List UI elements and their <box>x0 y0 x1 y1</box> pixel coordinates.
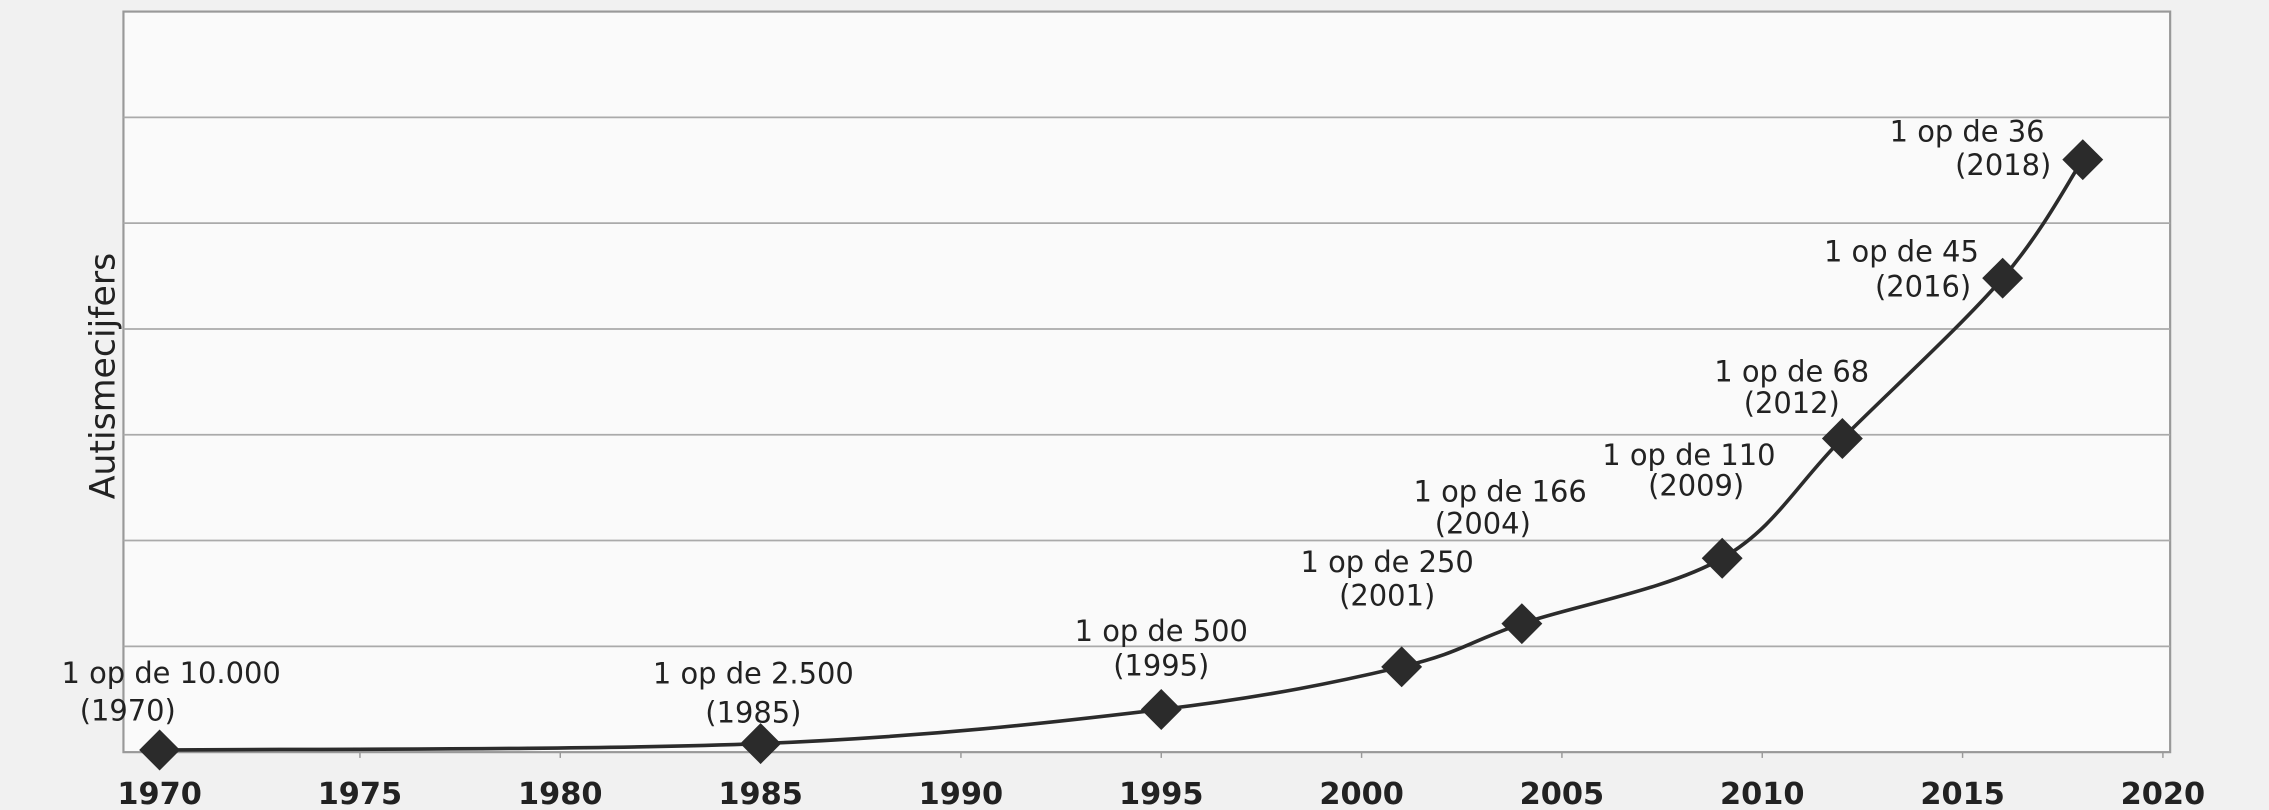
point-year: (2009) <box>1648 468 1744 502</box>
x-tick-label: 1975 <box>318 777 403 810</box>
point-label: 1 op de 110 <box>1602 438 1775 472</box>
y-axis-label: Autismecijfers <box>84 253 124 499</box>
x-tick-label: 2000 <box>1319 777 1404 810</box>
point-label: 1 op de 68 <box>1714 354 1869 388</box>
data-point <box>1821 418 1863 459</box>
data-point <box>1140 689 1182 730</box>
data-point <box>1982 257 2024 299</box>
point-year: (1970) <box>80 693 176 727</box>
x-tick-label: 2020 <box>2121 777 2206 810</box>
point-year: (2004) <box>1435 506 1531 540</box>
x-tick-label: 1985 <box>718 777 803 810</box>
point-year: (2012) <box>1744 386 1840 420</box>
point-label: 1 op de 250 <box>1301 545 1474 579</box>
data-point <box>2062 139 2104 181</box>
point-year: (2018) <box>1955 148 2051 182</box>
data-point <box>1701 537 1743 579</box>
point-year: (2016) <box>1875 269 1971 303</box>
trend-line <box>159 158 2085 752</box>
data-point <box>1381 646 1423 688</box>
x-tick-label: 1970 <box>117 777 202 810</box>
x-tick-label: 2015 <box>1920 777 2005 810</box>
point-label: 1 op de 36 <box>1890 115 2045 149</box>
x-tick-label: 2005 <box>1520 777 1605 810</box>
x-tick-label: 1990 <box>919 777 1003 810</box>
point-year: (2001) <box>1339 578 1435 612</box>
point-year: (1995) <box>1113 649 1209 683</box>
plot-area <box>122 10 2172 754</box>
point-label: 1 op de 2.500 <box>653 657 854 691</box>
x-tick-label: 1995 <box>1119 777 1204 810</box>
point-label: 1 op de 45 <box>1824 235 1979 269</box>
point-year: (1985) <box>705 696 801 730</box>
x-tick-label: 2010 <box>1720 777 1805 810</box>
data-point <box>1501 603 1543 645</box>
point-label: 1 op de 166 <box>1414 474 1587 508</box>
point-label: 1 op de 500 <box>1075 614 1248 648</box>
x-tick-label: 1980 <box>518 777 603 810</box>
data-point <box>740 723 782 765</box>
point-label: 1 op de 10.000 <box>62 656 281 690</box>
